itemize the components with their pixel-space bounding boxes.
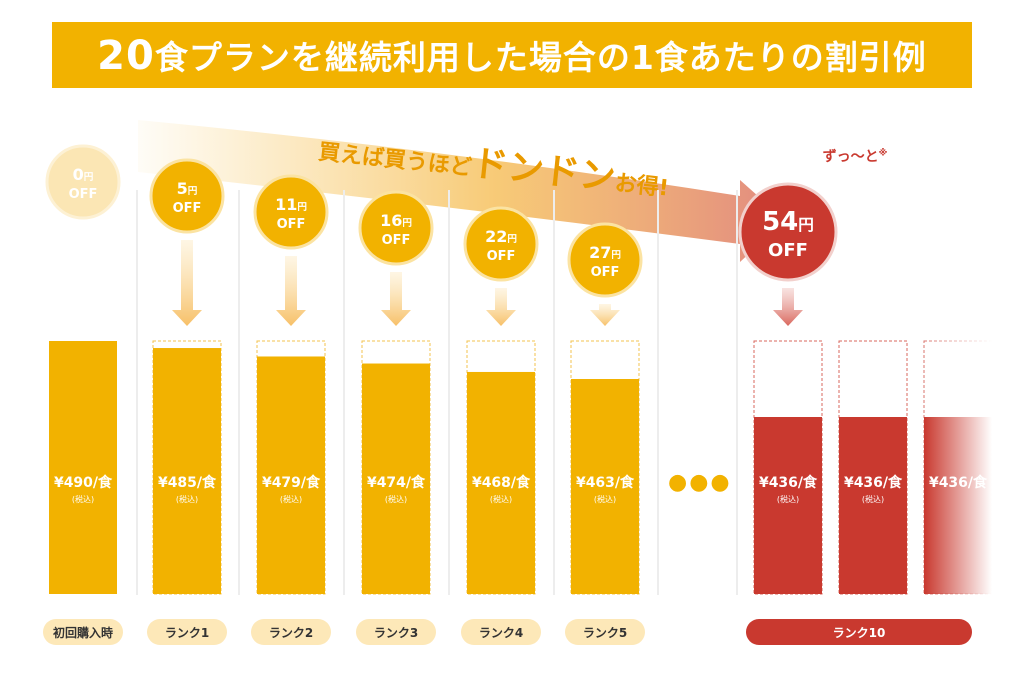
tax-note-label: (税込) [385,494,407,504]
down-arrow [381,272,411,326]
discount-amount: 27円 [589,243,621,262]
column-separator [553,190,555,595]
discount-badge [567,222,643,298]
forever-text: ずっ〜と [822,149,879,165]
title-number: 20 [97,33,155,79]
category-pill [356,619,436,645]
price-label: ¥490/食 [54,474,113,491]
slogan-part1: 買えば買うほど [317,139,473,181]
down-arrow [590,304,620,326]
column-separator [657,190,659,595]
ellipsis-dots: ●●● [668,470,732,495]
tax-note-label: (税込) [490,494,512,504]
category-label: ランク3 [374,626,418,640]
column-separator [343,190,345,595]
category-pill [43,619,123,645]
column-separator [736,190,738,595]
price-label: ¥479/食 [262,474,321,491]
discount-off-label: OFF [487,249,516,264]
category-pill [746,619,972,645]
discount-amount: 5円 [177,179,198,198]
discount-off-label: OFF [173,201,202,216]
down-arrow [276,256,306,326]
discount-off-label: OFF [591,265,620,280]
price-bar [362,363,430,594]
discount-off-label: OFF [69,187,98,202]
column-separator [136,190,138,595]
tax-note-label: (税込) [777,494,799,504]
price-bar-repeat [924,417,992,594]
slogan-part3: お得! [613,171,670,202]
category-pill [565,619,645,645]
price-bar [571,379,639,594]
column-separator [238,190,240,595]
price-bar [754,417,822,594]
column-separator [448,190,450,595]
discount-off-label: OFF [768,240,808,261]
discount-amount: 54円 [762,207,814,237]
down-arrow [486,288,516,326]
discount-amount: 16円 [380,211,412,230]
title-text: 食プランを継続利用した場合の1食あたりの割引例 [154,38,927,77]
price-label: ¥436/食 [759,474,818,491]
title-banner: 20食プランを継続利用した場合の1食あたりの割引例 [52,22,972,88]
price-bar [257,356,325,594]
forever-label: ずっ〜と※ [815,146,895,166]
discount-amount: 11円 [275,195,307,214]
category-label: ランク5 [583,626,627,640]
chart-title: 20食プランを継続利用した場合の1食あたりの割引例 [97,31,927,79]
category-pill [251,619,331,645]
price-bar [467,371,535,594]
sweep-arrow [138,120,785,262]
slogan-part2: ドンドン [469,143,618,199]
category-label: ランク1 [165,626,209,640]
category-pill [461,619,541,645]
down-arrow [773,288,803,326]
discount-off-label: OFF [382,233,411,248]
discount-badge [738,182,838,282]
category-pill [147,619,227,645]
discount-badge [463,206,539,282]
price-label: ¥485/食 [158,474,217,491]
discount-badge [358,190,434,266]
discount-badge [149,158,225,234]
price-label-repeat: ¥436/食 [929,474,988,491]
tax-note-label: (税込) [280,494,302,504]
discount-amount: 0円 [73,165,94,184]
category-label: ランク2 [269,626,313,640]
price-bar-repeat [839,417,907,594]
discount-amount: 22円 [485,227,517,246]
price-label: ¥474/食 [367,474,426,491]
discount-off-label: OFF [277,217,306,232]
price-bar [153,348,221,594]
tax-note-label: (税込) [72,494,94,504]
forever-note-mark: ※ [878,148,888,159]
category-label: ランク4 [479,626,523,640]
down-arrow [172,240,202,326]
price-label: ¥463/食 [576,474,635,491]
price-label: ¥468/食 [472,474,531,491]
price-bar [49,341,117,594]
tax-note-label: (税込) [176,494,198,504]
price-label-repeat: ¥436/食 [844,474,903,491]
tax-note-label: (税込) [862,494,884,504]
discount-badge [45,144,121,220]
tax-note-label: (税込) [594,494,616,504]
category-label: ランク10 [833,626,886,640]
category-label: 初回購入時 [53,625,113,640]
discount-badge [253,174,329,250]
